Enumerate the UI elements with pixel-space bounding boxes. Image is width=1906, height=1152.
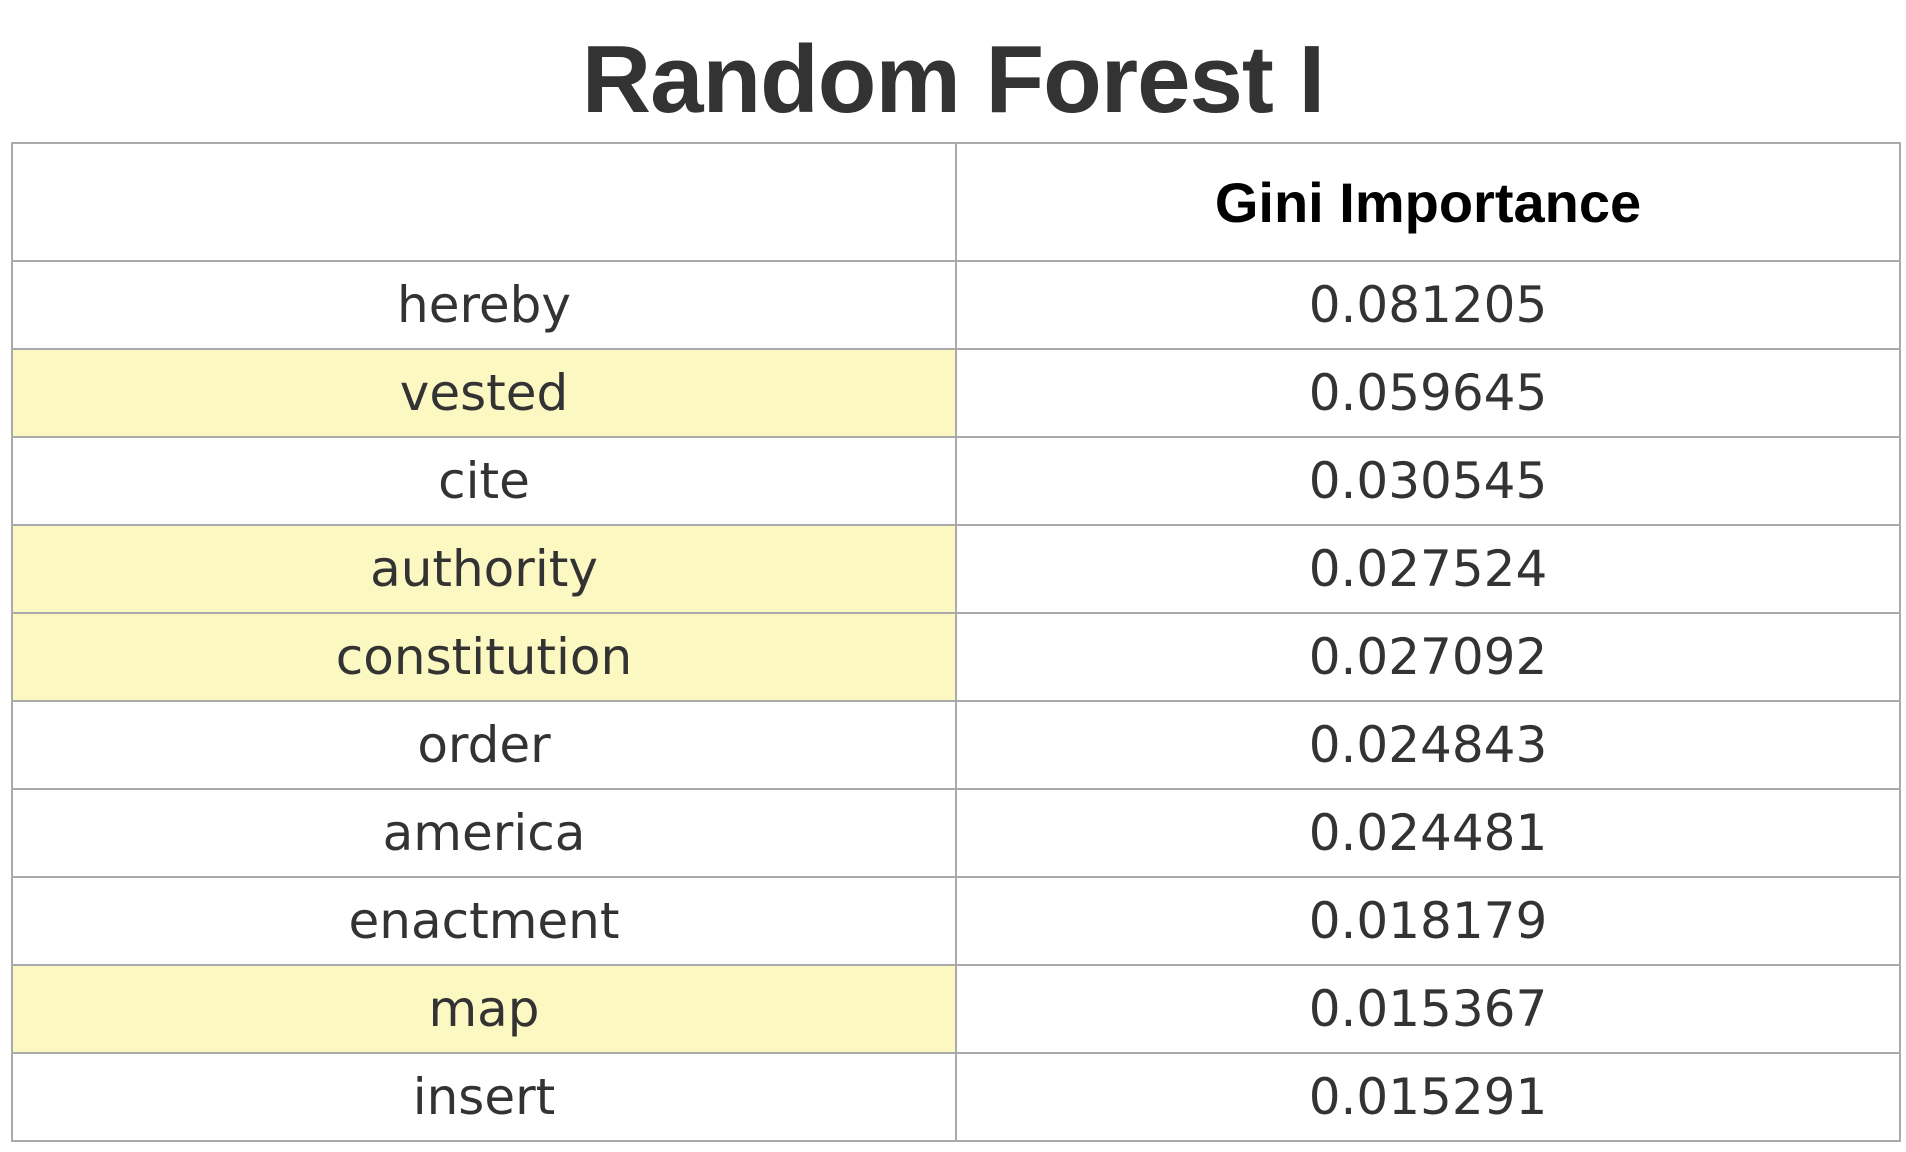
feature-cell: constitution (11, 612, 957, 702)
gini-value-cell: 0.024843 (955, 700, 1901, 790)
feature-cell: authority (11, 524, 957, 614)
table-row: cite 0.030545 (11, 436, 1901, 526)
table-row: vested 0.059645 (11, 348, 1901, 438)
feature-cell: enactment (11, 876, 957, 966)
gini-value-cell: 0.059645 (955, 348, 1901, 438)
gini-value-cell: 0.030545 (955, 436, 1901, 526)
table-title: Random Forest I (581, 26, 1325, 133)
gini-value-cell: 0.024481 (955, 788, 1901, 878)
feature-importance-table: Gini Importance hereby 0.081205 vested 0… (11, 142, 1901, 1142)
gini-value-cell: 0.027092 (955, 612, 1901, 702)
table-row: hereby 0.081205 (11, 260, 1901, 350)
table-row: enactment 0.018179 (11, 876, 1901, 966)
table-row: constitution 0.027092 (11, 612, 1901, 702)
feature-cell: map (11, 964, 957, 1054)
header-feature (11, 142, 957, 262)
table-row: insert 0.015291 (11, 1052, 1901, 1142)
gini-value-cell: 0.027524 (955, 524, 1901, 614)
feature-cell: cite (11, 436, 957, 526)
feature-cell: order (11, 700, 957, 790)
feature-cell: america (11, 788, 957, 878)
header-row: Gini Importance (11, 142, 1901, 262)
feature-cell: insert (11, 1052, 957, 1142)
gini-value-cell: 0.015291 (955, 1052, 1901, 1142)
gini-value-cell: 0.015367 (955, 964, 1901, 1054)
table-row: america 0.024481 (11, 788, 1901, 878)
gini-value-cell: 0.018179 (955, 876, 1901, 966)
table-row: order 0.024843 (11, 700, 1901, 790)
gini-value-cell: 0.081205 (955, 260, 1901, 350)
header-gini-importance: Gini Importance (955, 142, 1901, 262)
table-row: authority 0.027524 (11, 524, 1901, 614)
feature-cell: hereby (11, 260, 957, 350)
table-row: map 0.015367 (11, 964, 1901, 1054)
feature-cell: vested (11, 348, 957, 438)
